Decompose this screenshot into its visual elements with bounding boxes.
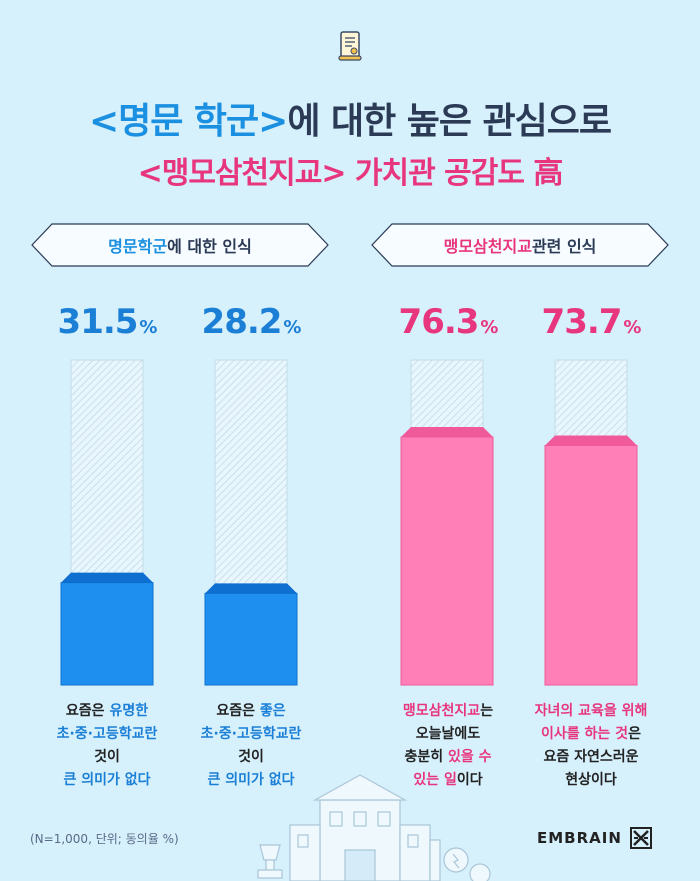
group-label-text: 명문학군 에 대한 인식 <box>30 222 330 268</box>
bar-cap-3 <box>401 427 493 438</box>
brand-mark-icon <box>629 827 652 849</box>
group-label-text: 맹모삼천지교 관련 인식 <box>370 222 670 268</box>
bar-description-4: 자녀의 교육을 위해 이사를 하는 것은 요즘 자연스러운 현상이다 <box>506 700 676 792</box>
desc-highlight: 좋은 <box>259 703 286 719</box>
desc-highlight: 맹모삼천지교 <box>402 703 481 719</box>
desc-text: 충분히 <box>404 749 448 765</box>
bar-description-2: 요즘은 좋은 초·중·고등학교란 것이 큰 의미가 없다 <box>166 700 336 792</box>
sub-title-rest: 가치관 공감도 高 <box>345 156 563 191</box>
value-label-number: 31.5 <box>57 302 139 342</box>
value-label-3: 76.3% <box>378 302 518 342</box>
desc-highlight: 있을 수 <box>448 749 492 765</box>
desc-highlight: 초·중·고등학교란 <box>200 726 302 742</box>
desc-highlight: 큰 의미가 없다 <box>63 772 151 788</box>
bar-description-1: 요즘은 유명한 초·중·고등학교란 것이 큰 의미가 없다 <box>22 700 192 792</box>
group-label-highlight: 명문학군 <box>108 237 168 256</box>
desc-text: 것이 <box>94 749 120 765</box>
school-illustration <box>257 774 491 881</box>
bar-2 <box>204 592 298 686</box>
footnote: (N=1,000, 단위; 동의율 %) <box>30 832 179 846</box>
value-label-unit: % <box>480 317 498 338</box>
bar-4 <box>544 444 638 686</box>
value-label-number: 76.3 <box>398 302 480 342</box>
bar-cap-2 <box>205 583 297 594</box>
desc-highlight: 초·중·고등학교란 <box>56 726 158 742</box>
desc-text: 는 <box>480 703 494 719</box>
sub-title-highlight: <맹모삼천지교> <box>137 156 347 191</box>
value-label-number: 28.2 <box>201 302 283 342</box>
group-label-rest: 관련 인식 <box>531 237 597 256</box>
group-label-rest: 에 대한 인식 <box>167 237 252 256</box>
desc-highlight: 이사를 하는 것 <box>541 726 629 742</box>
desc-text: 현상이다 <box>565 772 617 788</box>
value-label-unit: % <box>623 317 641 338</box>
bar-cap-1 <box>61 572 153 583</box>
bar-cap-4 <box>545 435 637 446</box>
desc-text: 오늘날에도 <box>415 726 481 742</box>
desc-highlight: 큰 의미가 없다 <box>207 772 295 788</box>
document-icon <box>338 31 362 61</box>
bar-3 <box>400 436 494 686</box>
brand-name: EMBRAIN <box>537 829 622 847</box>
brand-logo: EMBRAIN <box>537 825 652 851</box>
value-label-1: 31.5% <box>37 302 177 342</box>
desc-highlight: 유명한 <box>109 703 149 719</box>
bar-description-3: 맹모삼천지교는 오늘날에도 충분히 있을 수 있는 일이다 <box>363 700 533 792</box>
bar-1 <box>60 582 154 686</box>
group-label-highlight: 맹모삼천지교 <box>443 237 532 256</box>
group-label-frame <box>31 223 329 267</box>
group-label-mengmu: 맹모삼천지교 관련 인식 <box>370 222 670 268</box>
desc-text: 은 <box>628 726 641 742</box>
group-label-frame <box>371 223 669 267</box>
value-label-2: 28.2% <box>181 302 321 342</box>
main-title: <명문 학군>에 대한 높은 관심으로 <box>0 92 700 144</box>
value-label-unit: % <box>283 317 301 338</box>
desc-text: 요즘 자연스러운 <box>543 749 639 765</box>
desc-highlight: 자녀의 교육을 위해 <box>534 703 648 719</box>
desc-text: 요즘은 <box>65 703 110 719</box>
sub-title: <맹모삼천지교> 가치관 공감도 高 <box>0 148 700 192</box>
desc-highlight: 있는 일 <box>413 772 457 788</box>
value-label-4: 73.7% <box>521 302 661 342</box>
group-label-school: 명문학군 에 대한 인식 <box>30 222 330 268</box>
value-label-number: 73.7 <box>541 302 623 342</box>
desc-text: 요즘은 <box>216 703 260 719</box>
main-title-rest: 에 대한 높은 관심으로 <box>287 101 612 142</box>
main-title-highlight: <명문 학군> <box>88 101 288 142</box>
desc-text: 것이 <box>238 749 264 765</box>
value-label-unit: % <box>139 317 157 338</box>
desc-text: 이다 <box>456 772 483 788</box>
